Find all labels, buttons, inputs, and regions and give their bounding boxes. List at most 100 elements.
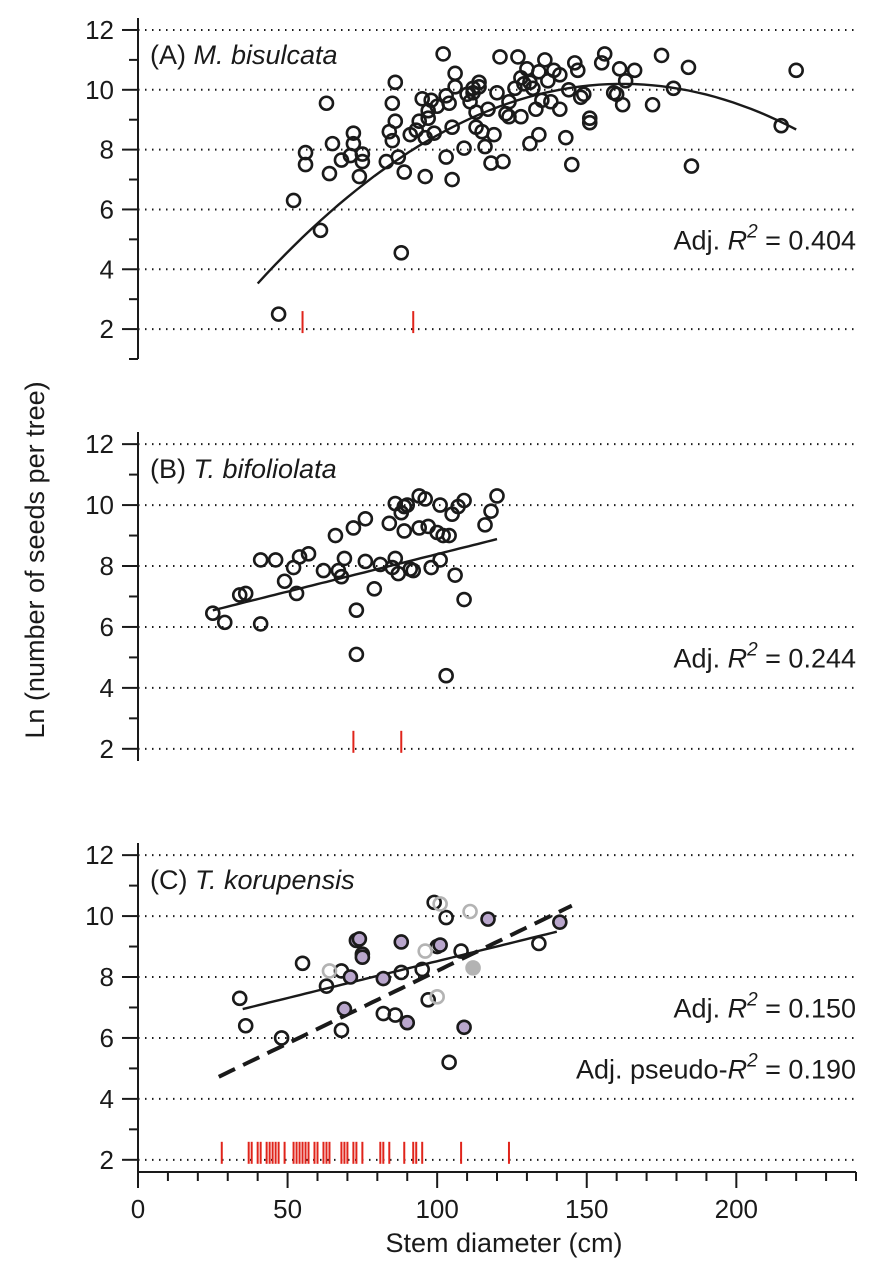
- data-point: [456, 140, 472, 156]
- stat-annotation-label: Adj.: [674, 993, 728, 1023]
- data-point: [593, 55, 610, 71]
- data-point: [375, 970, 392, 987]
- data-point: [393, 245, 410, 261]
- fit-line: [212, 537, 498, 612]
- data-point: [788, 62, 804, 79]
- data-point: [399, 1014, 416, 1031]
- data-point: [429, 989, 445, 1005]
- data-point: [237, 585, 254, 602]
- stat-annotation-2-exponent: 2: [746, 1050, 758, 1071]
- y-tick-label: 8: [100, 135, 114, 165]
- y-tick-label: 2: [100, 734, 114, 764]
- data-point: [345, 135, 362, 152]
- data-point: [680, 59, 697, 76]
- data-point: [387, 1007, 404, 1023]
- data-point: [288, 585, 305, 602]
- data-point: [237, 1017, 254, 1034]
- data-point: [516, 76, 532, 92]
- data-point: [566, 55, 583, 71]
- data-point: [441, 95, 457, 112]
- y-tick-label: 12: [85, 840, 114, 870]
- data-point: [417, 491, 434, 507]
- data-point: [456, 591, 472, 608]
- data-point: [773, 117, 790, 134]
- data-point: [291, 549, 308, 565]
- y-tick-label: 4: [100, 673, 114, 703]
- data-point: [581, 114, 598, 131]
- stat-annotation-exponent: 2: [746, 639, 758, 660]
- y-tick-label: 12: [85, 429, 114, 459]
- data-point: [417, 129, 434, 146]
- stat-annotation-2: Adj. pseudo-R2 = 0.190: [576, 1050, 856, 1084]
- data-point: [489, 488, 505, 504]
- data-point: [531, 126, 547, 143]
- data-point: [513, 108, 529, 125]
- data-point: [477, 517, 493, 533]
- data-point: [525, 80, 541, 97]
- stat-annotation-value: = 0.244: [758, 643, 856, 673]
- data-point: [480, 911, 496, 927]
- data-point: [420, 102, 436, 119]
- data-point: [333, 568, 350, 585]
- stat-annotation-value: = 0.404: [758, 225, 856, 255]
- data-point: [315, 562, 332, 579]
- y-tick-label: 10: [85, 490, 114, 520]
- data-point: [483, 503, 499, 519]
- panel-label: (A): [150, 40, 194, 70]
- data-point: [420, 992, 436, 1008]
- data-point: [447, 79, 463, 95]
- data-point: [435, 46, 451, 62]
- data-point: [665, 80, 682, 97]
- data-point: [297, 144, 314, 161]
- data-point: [453, 943, 469, 959]
- y-tick-label: 2: [100, 1145, 114, 1175]
- data-point: [294, 955, 311, 972]
- data-point: [357, 510, 374, 527]
- data-point: [447, 567, 463, 583]
- data-point: [285, 192, 302, 209]
- data-point: [387, 74, 404, 91]
- data-point: [384, 132, 401, 149]
- data-point: [324, 135, 341, 152]
- data-point: [321, 165, 338, 182]
- panel-title: (B) T. bifoliolata: [150, 454, 337, 484]
- data-point: [471, 79, 487, 95]
- y-tick-label: 4: [100, 254, 114, 284]
- stat-annotation: Adj. R2 = 0.404: [674, 221, 856, 255]
- data-point: [423, 559, 439, 576]
- data-point: [411, 113, 428, 130]
- data-point: [327, 527, 344, 544]
- data-point: [231, 990, 248, 1007]
- y-tick-label: 10: [85, 75, 114, 105]
- data-point: [312, 222, 329, 239]
- data-point: [543, 93, 559, 110]
- data-point: [417, 943, 434, 959]
- species-name: T. korupensis: [195, 865, 355, 895]
- data-point: [438, 667, 454, 684]
- data-point: [531, 935, 547, 952]
- stat-annotation-symbol: R: [728, 643, 748, 673]
- data-point: [444, 119, 460, 135]
- data-point: [626, 62, 643, 79]
- data-point: [345, 125, 362, 141]
- data-point: [393, 964, 410, 981]
- x-tick-label: 200: [715, 1194, 758, 1224]
- data-point: [432, 896, 448, 912]
- panel-title: (A) M. bisulcata: [150, 40, 338, 70]
- fit-line: [242, 930, 558, 1011]
- data-point: [405, 562, 422, 579]
- data-point: [348, 602, 365, 618]
- data-point: [204, 605, 221, 622]
- y-tick-label: 6: [100, 194, 114, 224]
- x-tick-label: 50: [273, 1194, 302, 1224]
- data-point: [420, 110, 436, 127]
- data-point: [560, 81, 577, 98]
- data-point: [501, 93, 517, 110]
- data-point: [581, 110, 598, 127]
- data-point: [270, 306, 287, 322]
- data-point: [653, 47, 670, 64]
- stat-annotation-label: Adj.: [674, 225, 728, 255]
- data-point: [318, 95, 335, 112]
